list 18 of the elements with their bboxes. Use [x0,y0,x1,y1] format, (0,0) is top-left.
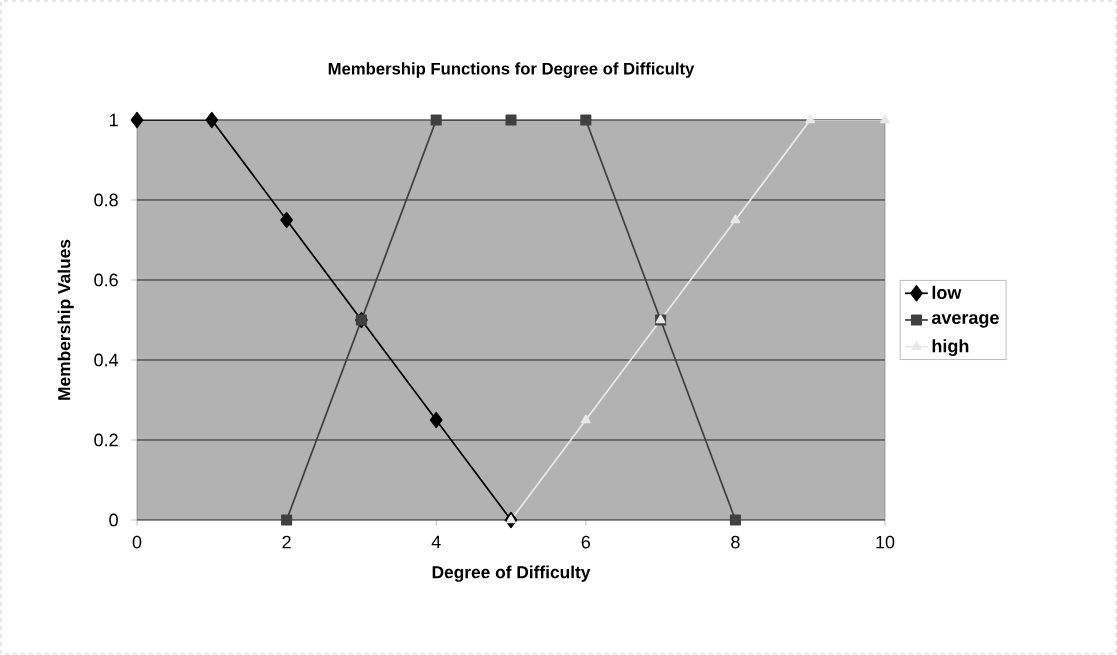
y-tick-label: 0 [109,513,118,527]
legend-label: low [932,285,962,299]
x-tick-label: 4 [431,535,441,549]
y-tick-label: 0.8 [94,193,118,207]
x-axis-title: Degree of Difficulty [432,565,591,582]
chart-title: Membership Functions for Degree of Difficulty [328,62,695,78]
x-tick-label: 2 [282,535,291,549]
legend-label: average [931,314,999,328]
y-tick-label: 1 [109,113,118,127]
x-tick-label: 6 [581,535,591,549]
x-tick-label: 8 [731,535,740,549]
x-tick-label: 10 [876,535,895,549]
y-axis-title: Membership Values [57,239,74,400]
x-tick-label: 0 [132,535,142,549]
legend-label: high [932,339,969,357]
y-tick-label: 0.4 [94,353,119,367]
y-tick-label: 0.2 [94,433,118,447]
y-tick-label: 0.6 [94,273,118,287]
